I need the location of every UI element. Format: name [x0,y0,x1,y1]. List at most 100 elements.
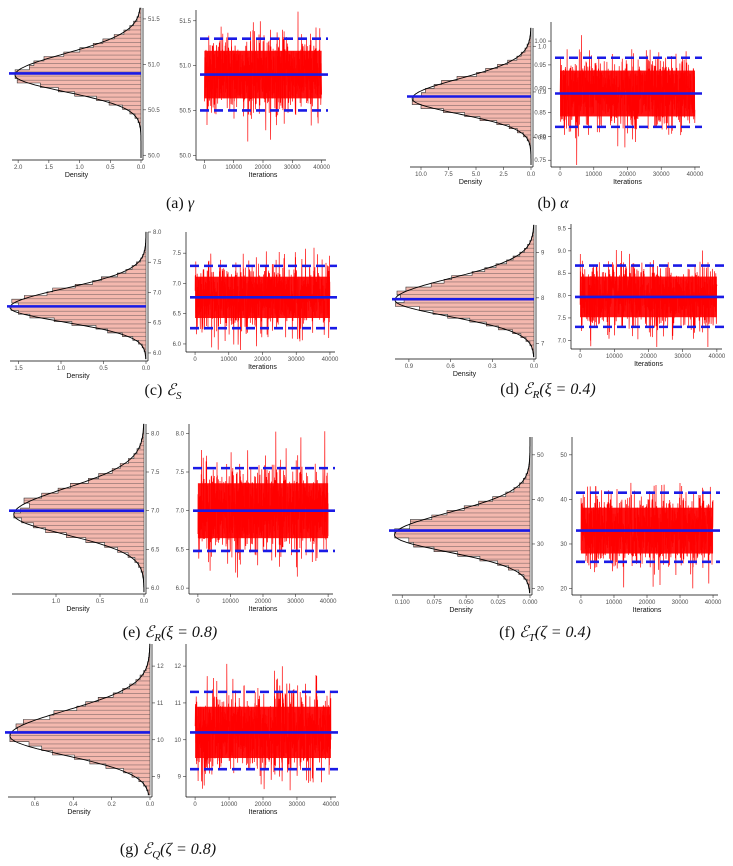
histogram-g: 9 10 11 12 0.6 0.4 0.2 0.0 Density [5,643,164,816]
trace-xtick-label: 30000 [653,172,670,178]
hist-xtick-label: 1.0 [57,366,66,372]
hist-ytick-label: 9 [541,250,545,256]
hist-ytick-label: 7.5 [153,260,162,266]
trace-xtick-label: 0 [196,599,200,605]
hist-x-axis-title: Density [67,809,91,816]
trace-ytick-label: 50 [560,453,567,459]
hist-xtick-label: 0.0 [140,599,149,605]
trace-plot-d: 7.0 7.5 8.0 8.5 9.0 9.5 0 10000 20000 30000 40000 I… [558,224,726,368]
panel-caption-g: (g) ℰQ(ζ = 0.8) [120,841,216,861]
trace-ytick-label: 7.0 [176,509,185,515]
trace-ytick-label: 8.0 [176,431,185,437]
hist-ytick-label: 6.5 [153,321,162,327]
trace-ytick-label: 30 [560,542,567,548]
hist-xtick-label: 0.3 [488,364,497,370]
trace-ytick-label: 6.0 [173,342,182,348]
trace-ytick-label: 20 [560,587,567,593]
trace-ytick-label: 0.95 [534,63,546,69]
histogram-b: 0.8 0.9 1.0 10.0 7.5 5.0 2.5 0.0 Density [407,27,547,186]
trace-plot-f: 20 30 40 50 0 10000 20000 30000 40000 Iterations [560,437,722,614]
trace-xtick-label: 20000 [254,357,271,363]
density-curve-f [394,437,531,594]
trace-x-axis-title: Iterations [249,606,278,613]
trace-ytick-label: 9 [178,775,182,781]
hist-xtick-label: 0.000 [522,600,538,606]
caption-condition: (ξ = 0.8) [161,624,217,641]
trace-xtick-label: 20000 [255,599,272,605]
trace-xtick-label: 20000 [619,172,636,178]
hist-ytick-label: 0.9 [538,90,547,96]
hist-xtick-label: 0.0 [527,172,536,178]
trace-ytick-label: 0.85 [534,111,546,117]
hist-ytick-label: 50 [537,453,544,459]
caption-prefix: (e) [123,624,145,641]
trace-xtick-label: 30000 [284,165,301,171]
hist-xtick-label: 5.0 [472,172,481,178]
hist-ytick-label: 6.0 [151,586,160,592]
trace-ytick-label: 9.0 [558,249,567,255]
panel-c: 6.0 6.5 7.0 7.5 8.0 1.5 1.0 0.5 0.0 Density 6.0 6.5… [7,230,339,402]
histogram-d: 7 8 9 0.9 0.6 0.3 0.0 Density [392,224,545,378]
trace-xtick-label: 40000 [322,357,339,363]
histogram-bars-e [13,423,145,593]
caption-condition: (ζ = 0.8) [160,841,216,858]
density-curve-c [9,231,147,360]
trace-ytick-label: 6.5 [176,547,185,553]
histogram-bars-f [394,437,531,594]
histogram-bars-d [395,224,535,358]
hist-xtick-label: 0.0 [530,364,539,370]
histogram-bars-c [10,231,147,360]
trace-x-axis-title: Iterations [248,364,277,371]
hist-x-axis-title: Density [449,607,473,614]
trace-plot-g: 9 10 11 12 0 10000 20000 30000 40000 Iterations [174,644,340,816]
hist-xtick-label: 0.5 [99,366,108,372]
panel-caption-b: (b) α [537,195,569,212]
hist-ytick-label: 50.5 [148,108,160,114]
histogram-bars-a [14,7,142,158]
trace-xtick-label: 10000 [221,802,238,808]
trace-xtick-label: 10000 [606,354,623,360]
hist-ytick-label: 11 [157,701,164,707]
trace-ytick-label: 7.0 [558,338,567,344]
trace-xtick-label: 40000 [705,600,722,606]
trace-ytick-label: 51.5 [179,19,191,25]
trace-ytick-label: 50.5 [179,108,191,114]
trace-xtick-label: 0 [203,165,207,171]
caption-prefix: (b) [537,195,560,212]
hist-xtick-label: 0.5 [106,165,115,171]
hist-xtick-label: 10.0 [415,172,427,178]
caption-subscript: R [153,632,161,644]
trace-xtick-label: 40000 [313,165,330,171]
hist-ytick-label: 1.0 [538,44,547,50]
trace-xtick-label: 30000 [289,802,306,808]
trace-xtick-label: 20000 [639,600,656,606]
trace-x-axis-title: Iterations [249,172,278,179]
hist-xtick-label: 2.0 [14,165,23,171]
hist-x-axis-title: Density [65,172,89,179]
trace-ytick-label: 7.0 [173,281,182,287]
trace-xtick-label: 40000 [687,172,704,178]
trace-plot-a: 50.0 50.5 51.0 51.5 0 10000 20000 30000 40000 Ite… [179,10,331,179]
caption-prefix: (d) [500,381,523,398]
trace-line-b [559,35,696,166]
trace-xtick-label: 40000 [709,354,726,360]
hist-xtick-label: 2.5 [499,172,508,178]
caption-symbol: α [560,195,569,212]
hist-xtick-label: 7.5 [444,172,453,178]
hist-xtick-label: 0.6 [446,364,455,370]
hist-x-axis-title: Density [66,606,90,613]
trace-ytick-label: 51.0 [179,64,191,70]
caption-symbol: ℰ [523,381,535,398]
hist-xtick-label: 0.9 [405,364,414,370]
trace-ytick-label: 8.5 [558,271,567,277]
hist-xtick-label: 0.075 [427,600,443,606]
hist-ytick-label: 7 [541,341,545,347]
hist-xtick-label: 1.0 [52,599,61,605]
hist-ytick-label: 12 [157,664,164,670]
trace-ytick-label: 9.5 [558,226,567,232]
hist-x-axis-title: Density [453,371,477,378]
caption-subscript: Q [152,849,160,861]
hist-xtick-label: 0.0 [146,802,155,808]
panel-e: 6.0 6.5 7.0 7.5 8.0 1.0 0.5 0.0 Density 6.0 6.5 7.0… [9,423,337,644]
